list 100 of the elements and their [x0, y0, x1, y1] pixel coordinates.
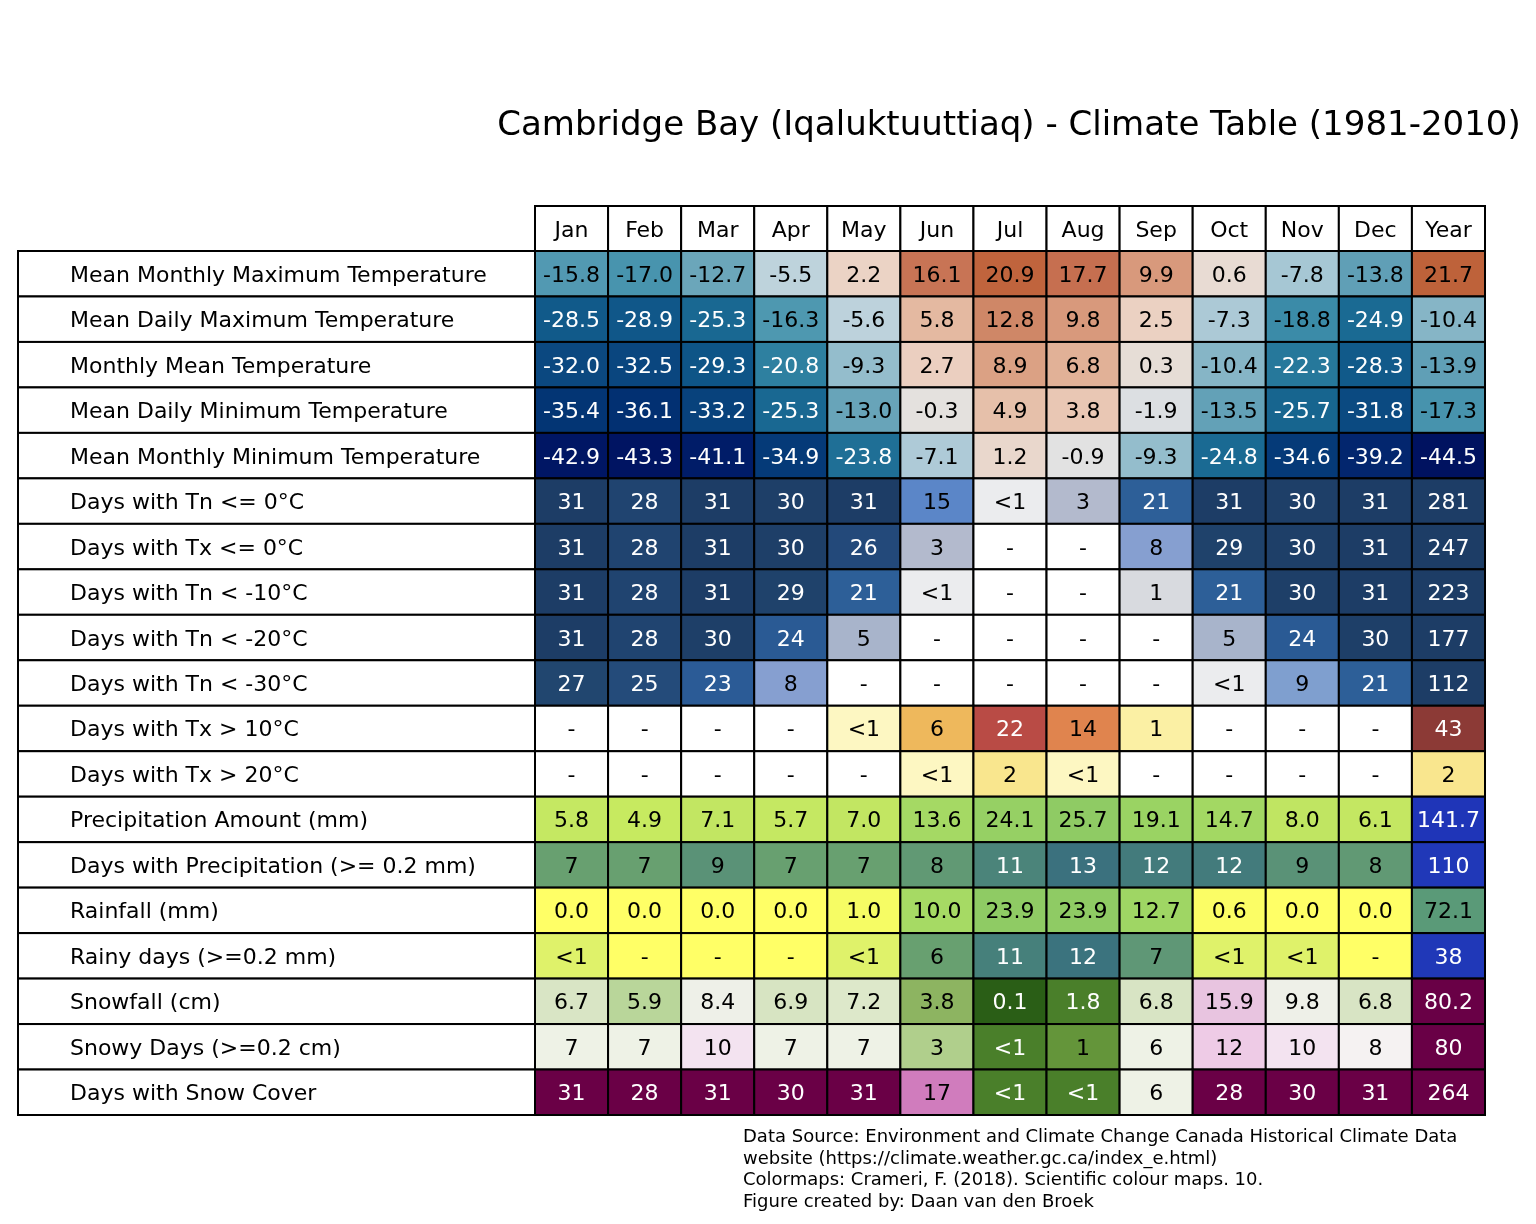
- y-tick-label: Mean Monthly Minimum Temperature: [70, 443, 481, 469]
- data-label: 11: [996, 852, 1024, 878]
- y-tick-label: Days with Snow Cover: [70, 1080, 318, 1106]
- data-label: 8: [1368, 1034, 1383, 1060]
- y-tick-label: Snowy Days (>=0.2 cm): [70, 1034, 341, 1060]
- y-tick-label: Rainfall (mm): [70, 898, 219, 924]
- data-label: 6.8: [1138, 989, 1174, 1015]
- x-tick-label: Apr: [771, 216, 811, 242]
- data-label: -43.3: [616, 443, 674, 469]
- data-label: -7.1: [915, 443, 959, 469]
- data-label: -23.8: [835, 443, 893, 469]
- data-label: 31: [557, 1080, 586, 1106]
- data-label: 9: [1295, 852, 1310, 878]
- data-label: 28: [630, 1080, 659, 1106]
- data-label: -7.3: [1207, 307, 1251, 333]
- text: -: [1298, 716, 1307, 742]
- data-label: -42.9: [543, 443, 601, 469]
- data-label: 1: [1149, 716, 1164, 742]
- data-label: 5.9: [627, 989, 663, 1015]
- data-label: 0.6: [1211, 261, 1247, 287]
- text: -: [1006, 534, 1014, 560]
- data-label: -13.9: [1419, 352, 1477, 378]
- data-label: 1.0: [846, 898, 882, 924]
- data-label: 30: [776, 489, 805, 515]
- data-label: 3: [1076, 489, 1091, 515]
- data-label: 12: [1215, 1034, 1244, 1060]
- data-label: 5.8: [554, 807, 590, 833]
- text: -: [1079, 580, 1088, 606]
- data-label: -34.9: [762, 443, 820, 469]
- data-label: 0.1: [992, 989, 1028, 1015]
- x-tick-label: Jul: [994, 216, 1024, 242]
- data-label: 31: [703, 1080, 732, 1106]
- data-label: -32.0: [543, 352, 601, 378]
- data-label: 19.1: [1131, 807, 1181, 833]
- y-tick-label: Precipitation Amount (mm): [70, 807, 368, 833]
- data-label: 0.0: [554, 898, 590, 924]
- text: -: [713, 761, 722, 787]
- data-label: -17.3: [1419, 398, 1477, 424]
- data-label: 30: [703, 625, 732, 651]
- data-label: 30: [1288, 580, 1317, 606]
- data-label: 31: [703, 580, 732, 606]
- data-label: 11: [996, 943, 1024, 969]
- chart-title: Cambridge Bay (Iqaluktuuttiaq) - Climate Table (1981-2010): [497, 103, 1521, 143]
- data-label: 31: [557, 489, 586, 515]
- text: -: [713, 716, 722, 742]
- text: -: [713, 943, 722, 969]
- text: website (https://climate.weather.gc.ca/index_e.html): [743, 1146, 1218, 1169]
- data-label: 2: [1003, 761, 1017, 787]
- data-label: 4.9: [992, 398, 1028, 424]
- x-tick-label: Oct: [1210, 216, 1249, 242]
- text: -: [1152, 761, 1161, 787]
- y-tick-label: Days with Tn < -20°C: [70, 625, 308, 651]
- data-label: 7.0: [846, 807, 882, 833]
- data-label: 8.9: [992, 352, 1028, 378]
- data-label: -36.1: [616, 398, 674, 424]
- y-tick-label: Days with Precipitation (>= 0.2 mm): [70, 852, 476, 878]
- text: <1: [1213, 943, 1246, 969]
- data-label: 6.8: [1065, 352, 1101, 378]
- data-label: 5.8: [919, 307, 955, 333]
- data-label: 12: [1142, 852, 1171, 878]
- data-label: -24.9: [1346, 307, 1404, 333]
- y-tick-label: Mean Daily Maximum Temperature: [70, 307, 455, 333]
- data-label: 38: [1434, 943, 1463, 969]
- data-label: 6.9: [773, 989, 809, 1015]
- data-label: 9.8: [1284, 989, 1320, 1015]
- data-label: 1: [1076, 1034, 1091, 1060]
- data-label: 2.5: [1138, 307, 1174, 333]
- data-label: 1.8: [1065, 989, 1101, 1015]
- data-label: 31: [557, 580, 586, 606]
- data-label: -7.8: [1280, 261, 1324, 287]
- x-tick-label: Sep: [1135, 216, 1177, 242]
- data-label: -10.4: [1200, 352, 1258, 378]
- data-label: 31: [1361, 534, 1390, 560]
- data-label: -13.0: [835, 398, 893, 424]
- data-label: 28: [630, 580, 659, 606]
- text: -: [859, 671, 868, 696]
- y-tick-label: Rainy days (>=0.2 mm): [70, 943, 337, 969]
- data-label: -20.8: [762, 352, 820, 378]
- text: -: [1006, 625, 1014, 651]
- text: <1: [1066, 761, 1100, 787]
- data-label: -0.3: [915, 398, 959, 424]
- data-label: 5.7: [773, 807, 809, 833]
- y-tick-label: Mean Monthly Maximum Temperature: [70, 261, 487, 287]
- data-label: 7: [856, 1034, 871, 1060]
- data-label: 2.7: [919, 352, 955, 378]
- data-label: 0.0: [627, 898, 663, 924]
- data-label: 10: [703, 1034, 732, 1060]
- data-label: 13: [1069, 852, 1098, 878]
- data-label: 6.7: [554, 989, 590, 1015]
- text: -: [786, 943, 795, 969]
- data-label: 8.4: [700, 989, 736, 1015]
- data-label: 0.6: [1211, 898, 1247, 924]
- text: <1: [993, 1080, 1027, 1106]
- data-label: -35.4: [543, 398, 601, 424]
- data-label: -1.9: [1134, 398, 1178, 424]
- data-label: 2.2: [846, 261, 882, 287]
- data-label: 7: [856, 852, 871, 878]
- y-tick-label: Days with Tn <= 0°C: [70, 489, 305, 515]
- data-label: 12.7: [1131, 898, 1181, 924]
- data-label: -25.7: [1273, 398, 1331, 424]
